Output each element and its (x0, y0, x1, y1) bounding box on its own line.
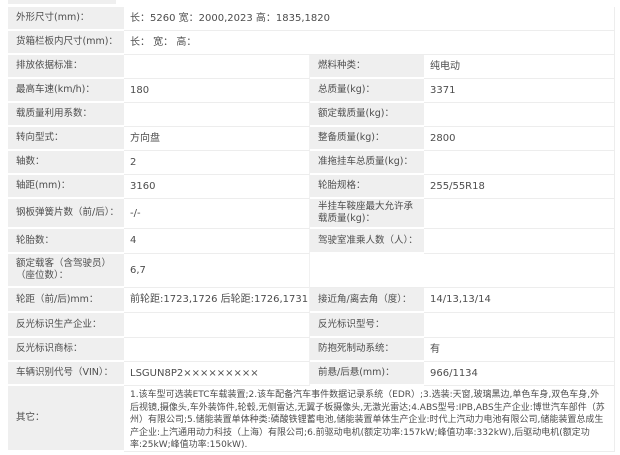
label-axle-count: 轴数： (8, 151, 124, 175)
cropped-previous-row-remnant (8, 0, 116, 4)
value-reflective-brand (124, 338, 310, 362)
row-reflective-brand-abs: 反光标识商标： 防抱死制动系统： 有 (8, 338, 614, 362)
row-wheelbase-tire: 轴距(mm)： 3160 轮胎规格： 255/55R18 (8, 175, 614, 199)
label-saddle-load: 半挂车鞍座最大允许承载质量(kg)： (310, 199, 424, 229)
row-steering-curbmass: 转向型式： 方向盘 整备质量(kg)： 2800 (8, 127, 614, 151)
label-max-speed: 最高车速(km/h)： (8, 79, 124, 103)
label-cab-passengers: 驾驶室准乘人数（人）： (310, 229, 424, 254)
row-exterior-dimensions: 外形尺寸(mm)： 长：5260 宽：2000,2023 高：1835,1820 (8, 7, 614, 31)
value-steering-type: 方向盘 (124, 127, 310, 151)
label-approach-departure-angle: 接近角/离去角（度）： (310, 288, 424, 313)
value-total-mass: 3371 (424, 79, 614, 103)
row-massutil-ratedload: 载质量利用系数： 额定载质量(kg)： (8, 103, 614, 127)
value-wheelbase: 3160 (124, 175, 310, 199)
row-reflective-mfr-model: 反光标识生产企业： 反光标识型号： (8, 313, 614, 338)
label-cargo-box-dimensions: 货箱栏板内尺寸(mm)： (8, 31, 124, 55)
label-steering-type: 转向型式： (8, 127, 124, 151)
label-tire-count: 轮胎数： (8, 229, 124, 254)
value-mass-utilization (124, 103, 310, 127)
label-overhang: 前悬/后悬(mm)： (310, 362, 424, 386)
value-tire-count: 4 (124, 229, 310, 254)
label-total-mass: 总质量(kg)： (310, 79, 424, 103)
label-vin: 车辆识别代号（VIN）： (8, 362, 124, 386)
value-approach-departure-angle: 14/13,13/14 (424, 288, 614, 313)
label-wheelbase: 轴距(mm)： (8, 175, 124, 199)
empty-right-cell (310, 254, 614, 288)
row-springs-saddleload: 钢板弹簧片数（前/后）： -/- 半挂车鞍座最大允许承载质量(kg)： (8, 199, 614, 229)
label-rated-load-mass: 额定载质量(kg)： (310, 103, 424, 127)
row-emission-fuel: 排放依据标准： 燃料种类： 纯电动 (8, 55, 614, 79)
value-vin: LSGUN8P2××××××××× (124, 362, 310, 386)
value-overhang: 966/1134 (424, 362, 614, 386)
value-abs: 有 (424, 338, 614, 362)
label-leaf-springs: 钢板弹簧片数（前/后）： (8, 199, 124, 229)
value-rated-seating: 6,7 (124, 254, 310, 288)
row-other: 其它： 1.该车型可选装ETC车载装置;2.该车配备汽车事件数据记录系统（EDR… (8, 386, 614, 452)
label-other: 其它： (8, 386, 124, 452)
value-rated-load-mass (424, 103, 614, 127)
row-axles-trailermass: 轴数： 2 准拖挂车总质量(kg)： (8, 151, 614, 175)
label-reflective-manufacturer: 反光标识生产企业： (8, 313, 124, 338)
row-speed-mass: 最高车速(km/h)： 180 总质量(kg)： 3371 (8, 79, 614, 103)
label-reflective-model: 反光标识型号： (310, 313, 424, 338)
label-reflective-brand: 反光标识商标： (8, 338, 124, 362)
value-trailer-mass (424, 151, 614, 175)
value-saddle-load (424, 199, 614, 229)
label-mass-utilization: 载质量利用系数： (8, 103, 124, 127)
vehicle-spec-table: 外形尺寸(mm)： 长：5260 宽：2000,2023 高：1835,1820… (8, 7, 615, 452)
value-exterior-dimensions: 长：5260 宽：2000,2023 高：1835,1820 (124, 7, 614, 31)
row-cargo-box-dimensions: 货箱栏板内尺寸(mm)： 长： 宽： 高： (8, 31, 614, 55)
value-reflective-model (424, 313, 614, 338)
value-track: 前轮距:1723,1726 后轮距:1726,1731 (124, 288, 310, 313)
value-emission-standard (124, 55, 310, 79)
label-trailer-mass: 准拖挂车总质量(kg)： (310, 151, 424, 175)
value-axle-count: 2 (124, 151, 310, 175)
row-seating: 额定载客（含驾驶员）（座位数）： 6,7 (8, 254, 614, 288)
label-emission-standard: 排放依据标准： (8, 55, 124, 79)
label-tire-spec: 轮胎规格： (310, 175, 424, 199)
value-leaf-springs: -/- (124, 199, 310, 229)
value-max-speed: 180 (124, 79, 310, 103)
value-fuel-type: 纯电动 (424, 55, 614, 79)
value-other-remarks: 1.该车型可选装ETC车载装置;2.该车配备汽车事件数据记录系统（EDR）;3.… (124, 386, 614, 452)
value-reflective-manufacturer (124, 313, 310, 338)
value-tire-spec: 255/55R18 (424, 175, 614, 199)
row-tirecount-cabpassengers: 轮胎数： 4 驾驶室准乘人数（人）： (8, 229, 614, 254)
label-fuel-type: 燃料种类： (310, 55, 424, 79)
row-vin-overhang: 车辆识别代号（VIN）： LSGUN8P2××××××××× 前悬/后悬(mm)… (8, 362, 614, 386)
row-track-angles: 轮距（前/后)mm： 前轮距:1723,1726 后轮距:1726,1731 接… (8, 288, 614, 313)
value-curb-mass: 2800 (424, 127, 614, 151)
value-cab-passengers (424, 229, 614, 254)
value-cargo-box-dimensions: 长： 宽： 高： (124, 31, 614, 55)
label-curb-mass: 整备质量(kg)： (310, 127, 424, 151)
label-rated-seating: 额定载客（含驾驶员）（座位数）： (8, 254, 124, 288)
label-abs: 防抱死制动系统： (310, 338, 424, 362)
label-exterior-dimensions: 外形尺寸(mm)： (8, 7, 124, 31)
label-track: 轮距（前/后)mm： (8, 288, 124, 313)
